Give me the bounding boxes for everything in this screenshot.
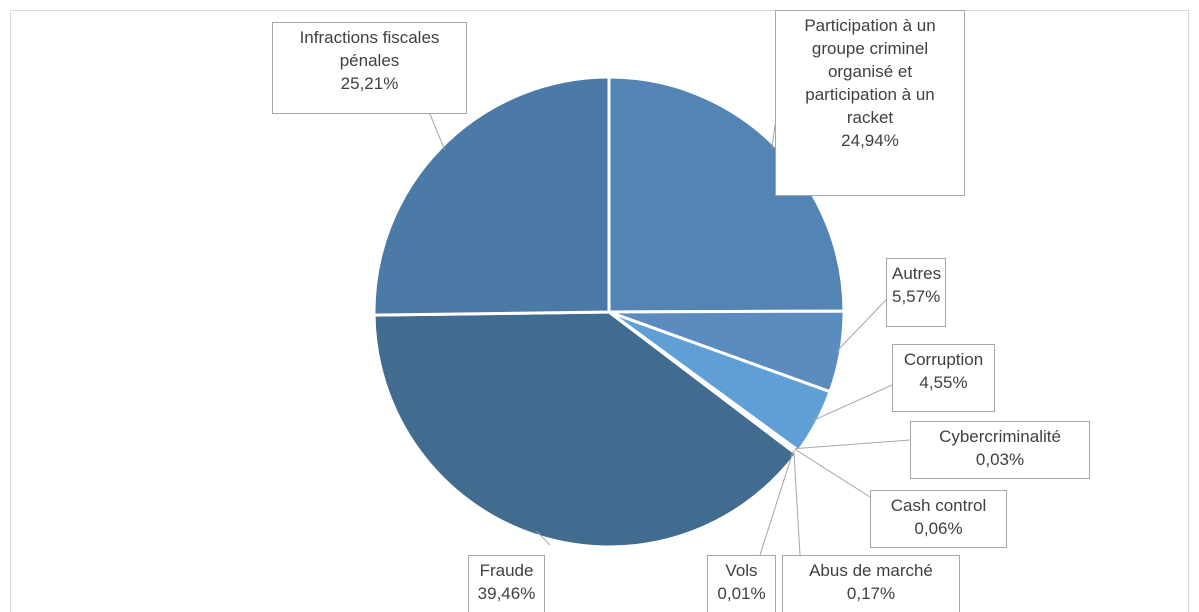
value-label: 0,01% bbox=[717, 584, 766, 603]
value-label: 0,06% bbox=[914, 519, 963, 538]
leader-line bbox=[794, 448, 871, 498]
data-label: Abus de marché 0,17% bbox=[782, 555, 960, 612]
data-label: Cash control 0,06% bbox=[870, 490, 1007, 548]
value-label: 25,21% bbox=[340, 74, 399, 93]
leader-line bbox=[795, 439, 911, 450]
data-label: Autres 5,57% bbox=[886, 258, 946, 327]
data-label: Vols 0,01% bbox=[707, 555, 776, 612]
leader-line bbox=[536, 531, 551, 546]
data-label: Cybercriminalité 0,03% bbox=[910, 421, 1090, 479]
pie-slice bbox=[372, 75, 611, 317]
leader-line bbox=[759, 451, 794, 556]
value-label: 24,94% bbox=[841, 131, 899, 150]
category-name: Fraude bbox=[479, 561, 534, 580]
leader-line bbox=[429, 113, 446, 150]
category-name: Cybercriminalité bbox=[939, 427, 1061, 446]
leader-line bbox=[836, 299, 887, 352]
data-label: Infractions fiscales pénales 25,21% bbox=[272, 22, 467, 114]
pie-slice bbox=[372, 310, 799, 549]
value-label: 5,57% bbox=[892, 287, 941, 306]
data-label: Participation à un groupe criminel organ… bbox=[775, 10, 965, 196]
data-label: Corruption 4,55% bbox=[892, 344, 995, 412]
value-label: 4,55% bbox=[919, 373, 968, 392]
category-name: Vols bbox=[725, 561, 758, 580]
category-name: Infractions fiscales pénales bbox=[299, 28, 440, 70]
value-label: 39,46% bbox=[477, 584, 536, 603]
category-name: Autres bbox=[892, 264, 942, 283]
category-name: Corruption bbox=[903, 350, 984, 369]
value-label: 0,17% bbox=[846, 584, 896, 603]
data-label: Fraude 39,46% bbox=[468, 555, 545, 612]
chart-frame bbox=[10, 10, 1189, 612]
value-label: 0,03% bbox=[975, 450, 1025, 469]
category-name: Participation à un groupe criminel organ… bbox=[804, 16, 936, 127]
category-name: Cash control bbox=[890, 496, 987, 515]
pie-slice bbox=[607, 75, 846, 314]
leader-line bbox=[812, 384, 893, 421]
leader-line bbox=[793, 450, 801, 556]
leader-line bbox=[771, 124, 776, 149]
category-name: Abus de marché bbox=[809, 561, 933, 580]
